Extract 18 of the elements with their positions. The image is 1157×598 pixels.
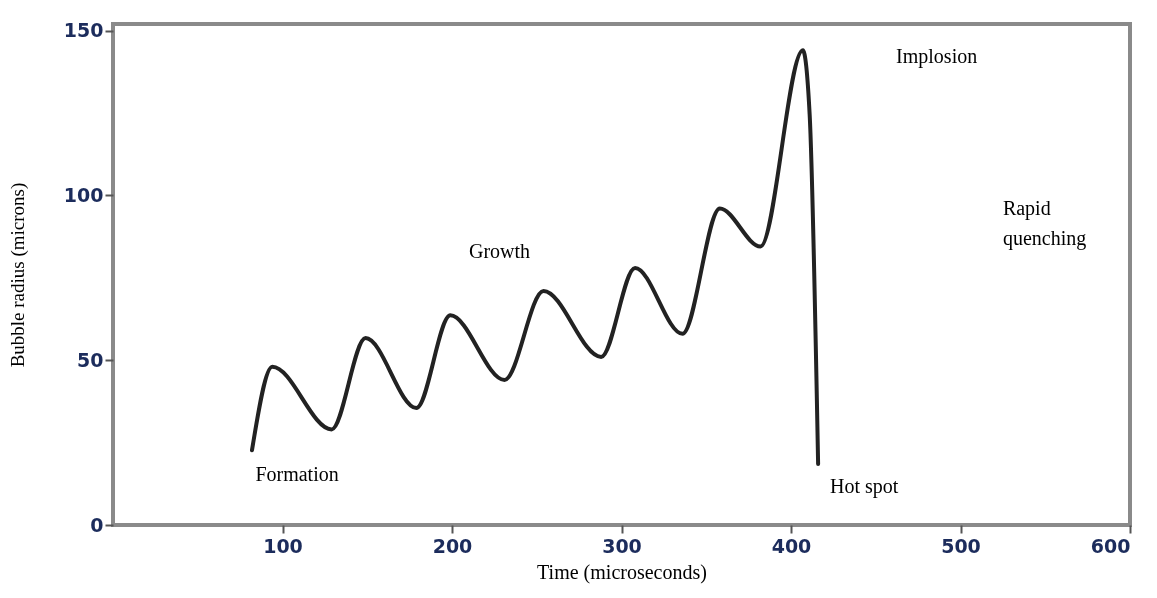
x-tick-label: 500	[941, 534, 981, 557]
y-tick-label: 0	[90, 513, 104, 536]
y-axis-title: Bubble radius (microns)	[6, 182, 29, 368]
annotation: Growth	[468, 239, 531, 262]
x-tick-label: 600	[1090, 534, 1131, 557]
annotation: Hot spot	[829, 475, 899, 499]
x-tick-label: 300	[602, 534, 642, 557]
x-tick-label: 100	[263, 534, 303, 557]
annotation: Formation	[255, 462, 339, 485]
x-tick-label: 400	[771, 534, 812, 557]
x-tick-label: 200	[432, 534, 473, 557]
annotation: Rapid quenching	[1002, 197, 1087, 251]
annotation: Implosion	[896, 44, 978, 68]
y-tick-label: 50	[77, 348, 104, 371]
line-series	[249, 48, 821, 467]
x-axis-title: Time (microseconds)	[537, 560, 707, 584]
y-tick-label: 100	[63, 183, 104, 206]
y-tick-label: 150	[63, 19, 104, 42]
